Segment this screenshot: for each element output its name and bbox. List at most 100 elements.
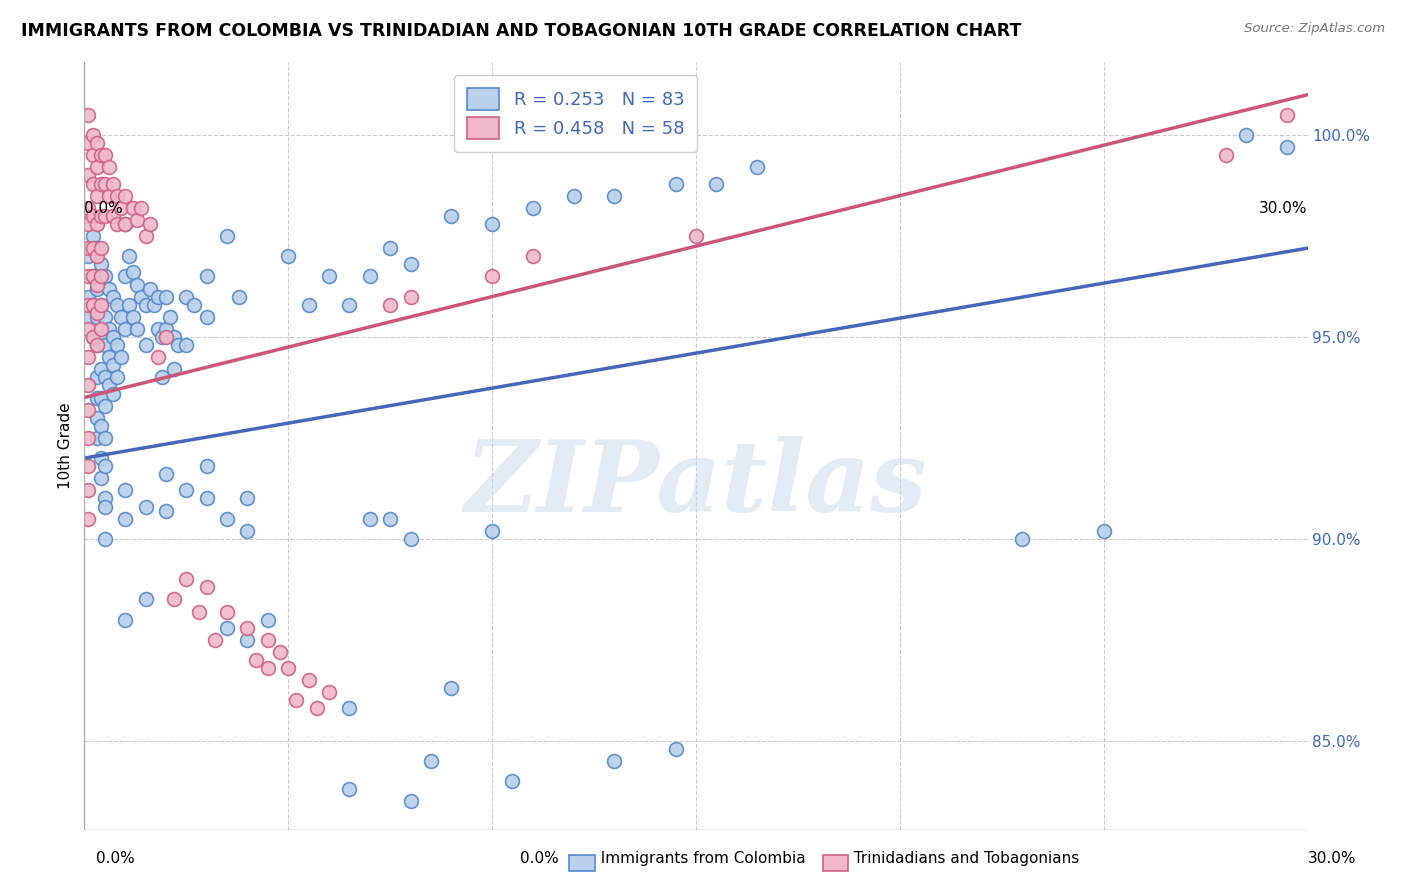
- Point: [174, 483, 197, 498]
- Point: [93, 399, 115, 413]
- Text: 0.0%: 0.0%: [520, 851, 560, 865]
- Point: [665, 741, 688, 756]
- Point: [110, 201, 132, 215]
- Point: [86, 281, 108, 295]
- Point: [706, 177, 728, 191]
- Point: [481, 269, 503, 284]
- Point: [685, 229, 707, 244]
- Point: [440, 209, 463, 223]
- Point: [114, 511, 136, 525]
- Point: [86, 188, 108, 202]
- Point: [298, 298, 321, 312]
- Point: [257, 613, 280, 627]
- Point: [82, 229, 104, 244]
- Point: [481, 524, 503, 538]
- Point: [86, 338, 108, 352]
- Point: [110, 310, 132, 324]
- Point: [380, 298, 402, 312]
- Point: [77, 249, 100, 263]
- Point: [522, 201, 544, 215]
- Point: [228, 290, 250, 304]
- Point: [183, 298, 205, 312]
- Point: [101, 330, 124, 344]
- Point: [399, 794, 422, 808]
- Point: [1215, 148, 1237, 162]
- Point: [93, 269, 115, 284]
- Point: [285, 693, 308, 707]
- Point: [217, 605, 239, 619]
- Point: [97, 378, 120, 392]
- Point: [77, 241, 100, 255]
- Point: [86, 338, 108, 352]
- Point: [131, 201, 153, 215]
- Point: [105, 370, 128, 384]
- Point: [77, 136, 100, 151]
- Point: [101, 358, 124, 372]
- Point: [204, 632, 226, 647]
- Point: [101, 386, 124, 401]
- Point: [195, 310, 218, 324]
- Point: [1277, 108, 1299, 122]
- Point: [86, 249, 108, 263]
- Point: [236, 621, 259, 635]
- Point: [86, 161, 108, 175]
- Point: [86, 277, 108, 292]
- Point: [339, 298, 361, 312]
- Point: [146, 350, 169, 364]
- Point: [86, 310, 108, 324]
- Legend: R = 0.253   N = 83, R = 0.458   N = 58: R = 0.253 N = 83, R = 0.458 N = 58: [454, 75, 697, 152]
- Point: [603, 754, 626, 768]
- Point: [195, 459, 218, 474]
- Point: [146, 322, 169, 336]
- Point: [277, 661, 299, 675]
- Point: [114, 188, 136, 202]
- Point: [90, 451, 112, 466]
- Point: [77, 483, 100, 498]
- Point: [97, 188, 120, 202]
- Point: [93, 209, 115, 223]
- Bar: [823, 855, 848, 871]
- Point: [114, 269, 136, 284]
- Point: [1236, 128, 1258, 142]
- Point: [93, 177, 115, 191]
- Point: [77, 402, 100, 417]
- Point: [174, 572, 197, 586]
- Text: Immigrants from Colombia: Immigrants from Colombia: [591, 851, 806, 865]
- Point: [440, 681, 463, 696]
- Point: [82, 269, 104, 284]
- Point: [167, 338, 190, 352]
- Point: [135, 500, 157, 514]
- Point: [127, 277, 149, 292]
- Point: [114, 483, 136, 498]
- Point: [163, 330, 186, 344]
- Point: [131, 290, 153, 304]
- Point: [105, 298, 128, 312]
- Point: [174, 290, 197, 304]
- Point: [339, 701, 361, 715]
- Point: [155, 322, 177, 336]
- Point: [359, 511, 381, 525]
- Point: [86, 241, 108, 255]
- Text: Trinidadians and Tobagonians: Trinidadians and Tobagonians: [844, 851, 1078, 865]
- Point: [217, 621, 239, 635]
- Point: [114, 217, 136, 231]
- Point: [77, 511, 100, 525]
- Y-axis label: 10th Grade: 10th Grade: [58, 402, 73, 490]
- Point: [90, 269, 112, 284]
- Point: [93, 148, 115, 162]
- Point: [135, 338, 157, 352]
- Point: [1277, 140, 1299, 154]
- Point: [77, 209, 100, 223]
- Point: [97, 350, 120, 364]
- Point: [97, 281, 120, 295]
- Point: [146, 290, 169, 304]
- Point: [195, 491, 218, 506]
- Point: [77, 350, 100, 364]
- Point: [93, 500, 115, 514]
- Point: [155, 290, 177, 304]
- Bar: [569, 855, 595, 871]
- Point: [77, 108, 100, 122]
- Text: 0.0%: 0.0%: [96, 851, 135, 865]
- Point: [77, 322, 100, 336]
- Point: [82, 330, 104, 344]
